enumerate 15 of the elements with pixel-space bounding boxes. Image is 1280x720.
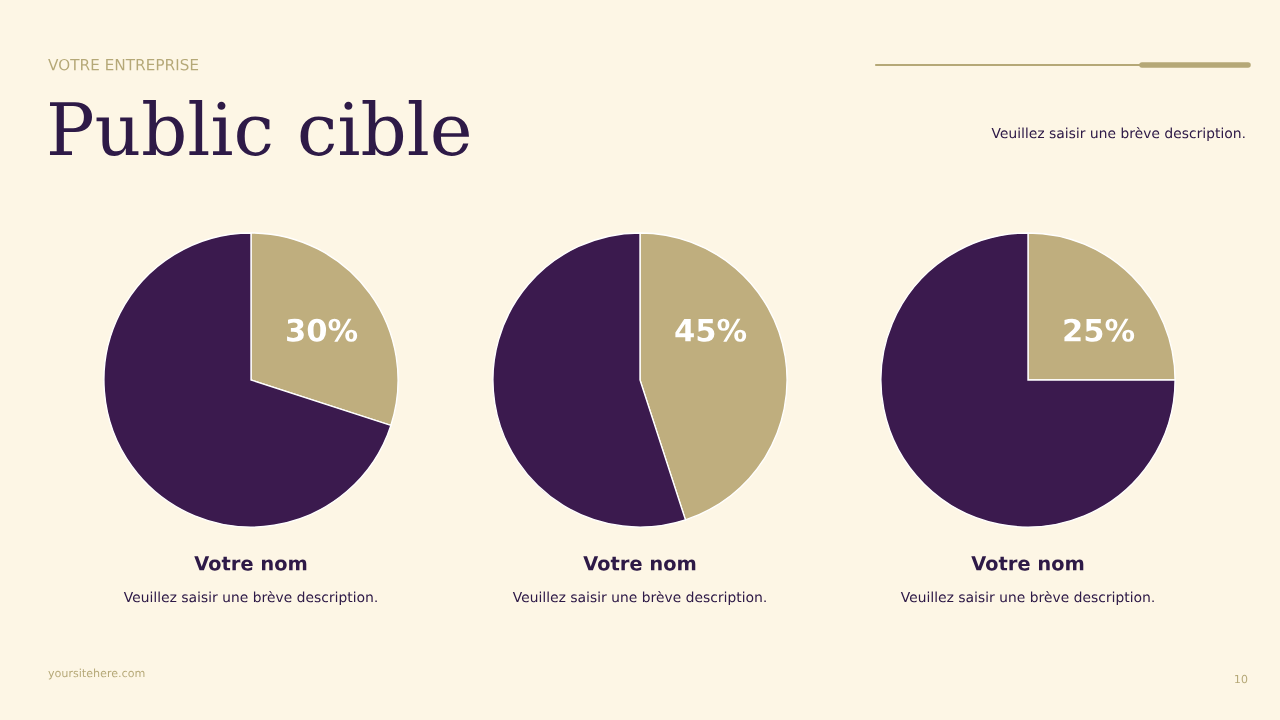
text: Veuillez saisir une brève description. xyxy=(900,591,1154,605)
text: Votre nom xyxy=(583,556,696,571)
text: yoursitehere.com xyxy=(48,668,145,680)
text: Veuillez saisir une brève description. xyxy=(991,127,1245,141)
text: Votre nom xyxy=(194,556,307,571)
data-label: 25% xyxy=(1064,318,1135,342)
text: Public cible xyxy=(49,100,469,156)
text: Veuillez saisir une brève description. xyxy=(512,591,766,605)
pie-slice xyxy=(880,232,1176,528)
text: VOTRE ENTREPRISE xyxy=(48,58,199,71)
text: 10 xyxy=(1235,674,1248,684)
data-label: 45% xyxy=(675,318,747,342)
text: Votre nom xyxy=(971,556,1084,571)
data-label: 30% xyxy=(287,318,358,342)
text: Veuillez saisir une brève description. xyxy=(123,591,377,605)
